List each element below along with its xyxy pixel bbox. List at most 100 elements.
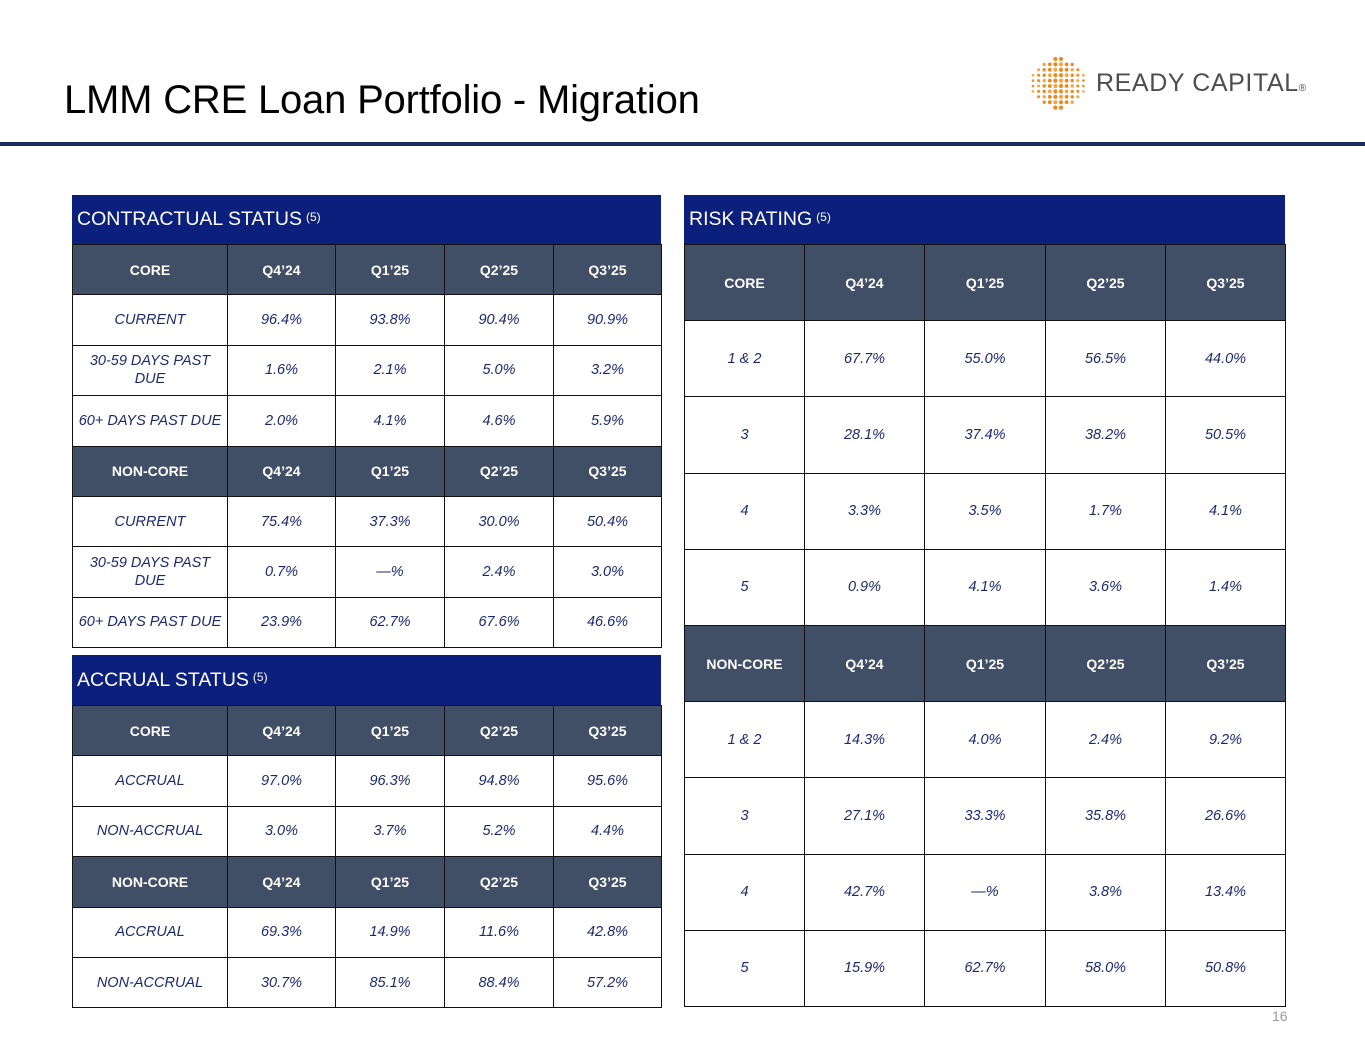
logo-dot <box>1053 89 1058 94</box>
table-cell: 30.0% <box>444 495 554 548</box>
table-cell: 75.4% <box>227 495 336 548</box>
column-header: Q3’25 <box>553 856 662 908</box>
table-row: NON-ACCRUAL 30.7% 85.1% 88.4% 57.2% <box>72 956 662 1009</box>
accrual-noncore-header-row: NON-CORE Q4’24 Q1’25 Q2’25 Q3’25 <box>72 856 662 908</box>
table-row: 3 28.1% 37.4% 38.2% 50.5% <box>684 396 1286 474</box>
title-divider <box>0 142 1365 146</box>
row-label: 4 <box>684 853 805 931</box>
row-label: 5 <box>684 548 805 626</box>
contractual-status-footnote: (5) <box>305 209 321 224</box>
table-cell: 23.9% <box>227 596 336 649</box>
table-cell: 90.9% <box>553 294 662 346</box>
table-cell: 44.0% <box>1165 320 1286 398</box>
logo-dot <box>1042 84 1046 88</box>
table-cell: 55.0% <box>924 320 1046 398</box>
logo-dot <box>1082 90 1085 93</box>
table-row: 5 15.9% 62.7% 58.0% 50.8% <box>684 929 1286 1007</box>
table-cell: 67.7% <box>804 320 925 398</box>
table-cell: 5.0% <box>444 344 554 397</box>
table-cell: 50.4% <box>553 495 662 548</box>
table-cell: 46.6% <box>553 596 662 649</box>
logo-dot <box>1070 84 1074 88</box>
ready-capital-logo: READY CAPITAL® <box>1028 55 1318 113</box>
row-label: 30-59 DAYS PAST DUE <box>72 344 228 397</box>
table-cell: 38.2% <box>1045 396 1166 474</box>
table-row: 1 & 2 67.7% 55.0% 56.5% 44.0% <box>684 320 1286 398</box>
table-row: ACCRUAL 97.0% 96.3% 94.8% 95.6% <box>72 755 662 807</box>
logo-dot <box>1058 105 1064 110</box>
logo-dot <box>1058 73 1064 78</box>
logo-dot <box>1042 73 1046 77</box>
table-cell: 62.7% <box>924 929 1046 1007</box>
column-header: Q2’25 <box>444 243 554 296</box>
logo-dot <box>1058 89 1064 94</box>
row-label: 3 <box>684 777 805 855</box>
table-cell: 85.1% <box>335 956 445 1009</box>
row-label: 4 <box>684 472 805 550</box>
logo-dot <box>1047 62 1052 67</box>
logo-dot <box>1047 94 1052 99</box>
logo-dot <box>1070 73 1074 77</box>
table-cell: —% <box>924 853 1046 931</box>
row-label: 3 <box>684 396 805 474</box>
table-cell: 42.7% <box>804 853 925 931</box>
logo-dot <box>1058 94 1064 99</box>
table-cell: 4.1% <box>924 548 1046 626</box>
logo-dot <box>1058 62 1064 67</box>
contractual-core-header-row: CORE Q4’24 Q1’25 Q2’25 Q3’25 <box>72 243 662 296</box>
table-cell: 14.3% <box>804 701 925 779</box>
logo-dot <box>1070 100 1074 104</box>
row-label: 1 & 2 <box>684 701 805 779</box>
risk-rating-header: RISK RATING (5) <box>684 195 1285 244</box>
table-cell: 4.1% <box>335 395 445 447</box>
logo-dot <box>1037 79 1041 83</box>
table-cell: 1.4% <box>1165 548 1286 626</box>
column-header: Q2’25 <box>1045 624 1166 703</box>
table-row: CURRENT 96.4% 93.8% 90.4% 90.9% <box>72 294 662 346</box>
logo-dot <box>1053 73 1058 78</box>
table-row: 60+ DAYS PAST DUE 23.9% 62.7% 67.6% 46.6% <box>72 596 662 649</box>
logo-dot <box>1082 73 1085 77</box>
row-label: 1 & 2 <box>684 320 805 398</box>
column-header: Q1’25 <box>924 243 1046 322</box>
logo-dot <box>1058 83 1064 89</box>
table-cell: 4.4% <box>553 805 662 858</box>
logo-dot <box>1064 89 1069 94</box>
logo-dot <box>1058 67 1064 72</box>
logo-dot <box>1070 62 1074 67</box>
table-cell: 96.4% <box>227 294 336 346</box>
logo-dot <box>1053 100 1058 105</box>
table-cell: 37.3% <box>335 495 445 548</box>
logo-dot <box>1053 94 1058 99</box>
table-cell: 58.0% <box>1045 929 1166 1007</box>
logo-dot <box>1076 73 1080 77</box>
table-cell: 33.3% <box>924 777 1046 855</box>
risk-rating-title: RISK RATING <box>689 208 813 230</box>
logo-dot <box>1064 84 1069 88</box>
table-cell: 50.8% <box>1165 929 1286 1007</box>
logo-dot <box>1064 94 1069 99</box>
table-cell: 94.8% <box>444 755 554 807</box>
logo-dot <box>1047 78 1052 83</box>
column-header: Q3’25 <box>553 445 662 497</box>
table-cell: 14.9% <box>335 906 445 958</box>
table-cell: 0.9% <box>804 548 925 626</box>
row-label: CURRENT <box>72 294 228 346</box>
logo-registered-mark: ® <box>1298 83 1307 94</box>
column-header: Q2’25 <box>1045 243 1166 322</box>
column-header: Q1’25 <box>335 856 445 908</box>
column-header: Q3’25 <box>553 704 662 757</box>
table-cell: 3.7% <box>335 805 445 858</box>
logo-dot <box>1031 84 1035 88</box>
table-row: 4 3.3% 3.5% 1.7% 4.1% <box>684 472 1286 550</box>
logo-dot <box>1053 105 1058 110</box>
table-cell: 4.1% <box>1165 472 1286 550</box>
risk-core-header-row: CORE Q4’24 Q1’25 Q2’25 Q3’25 <box>684 243 1286 322</box>
column-header: Q3’25 <box>1165 243 1286 322</box>
logo-dot <box>1031 79 1035 82</box>
column-header: CORE <box>72 243 228 296</box>
logo-dot <box>1053 62 1058 67</box>
logo-dot <box>1070 68 1074 72</box>
page-number: 16 <box>1272 1008 1288 1024</box>
table-cell: 69.3% <box>227 906 336 958</box>
